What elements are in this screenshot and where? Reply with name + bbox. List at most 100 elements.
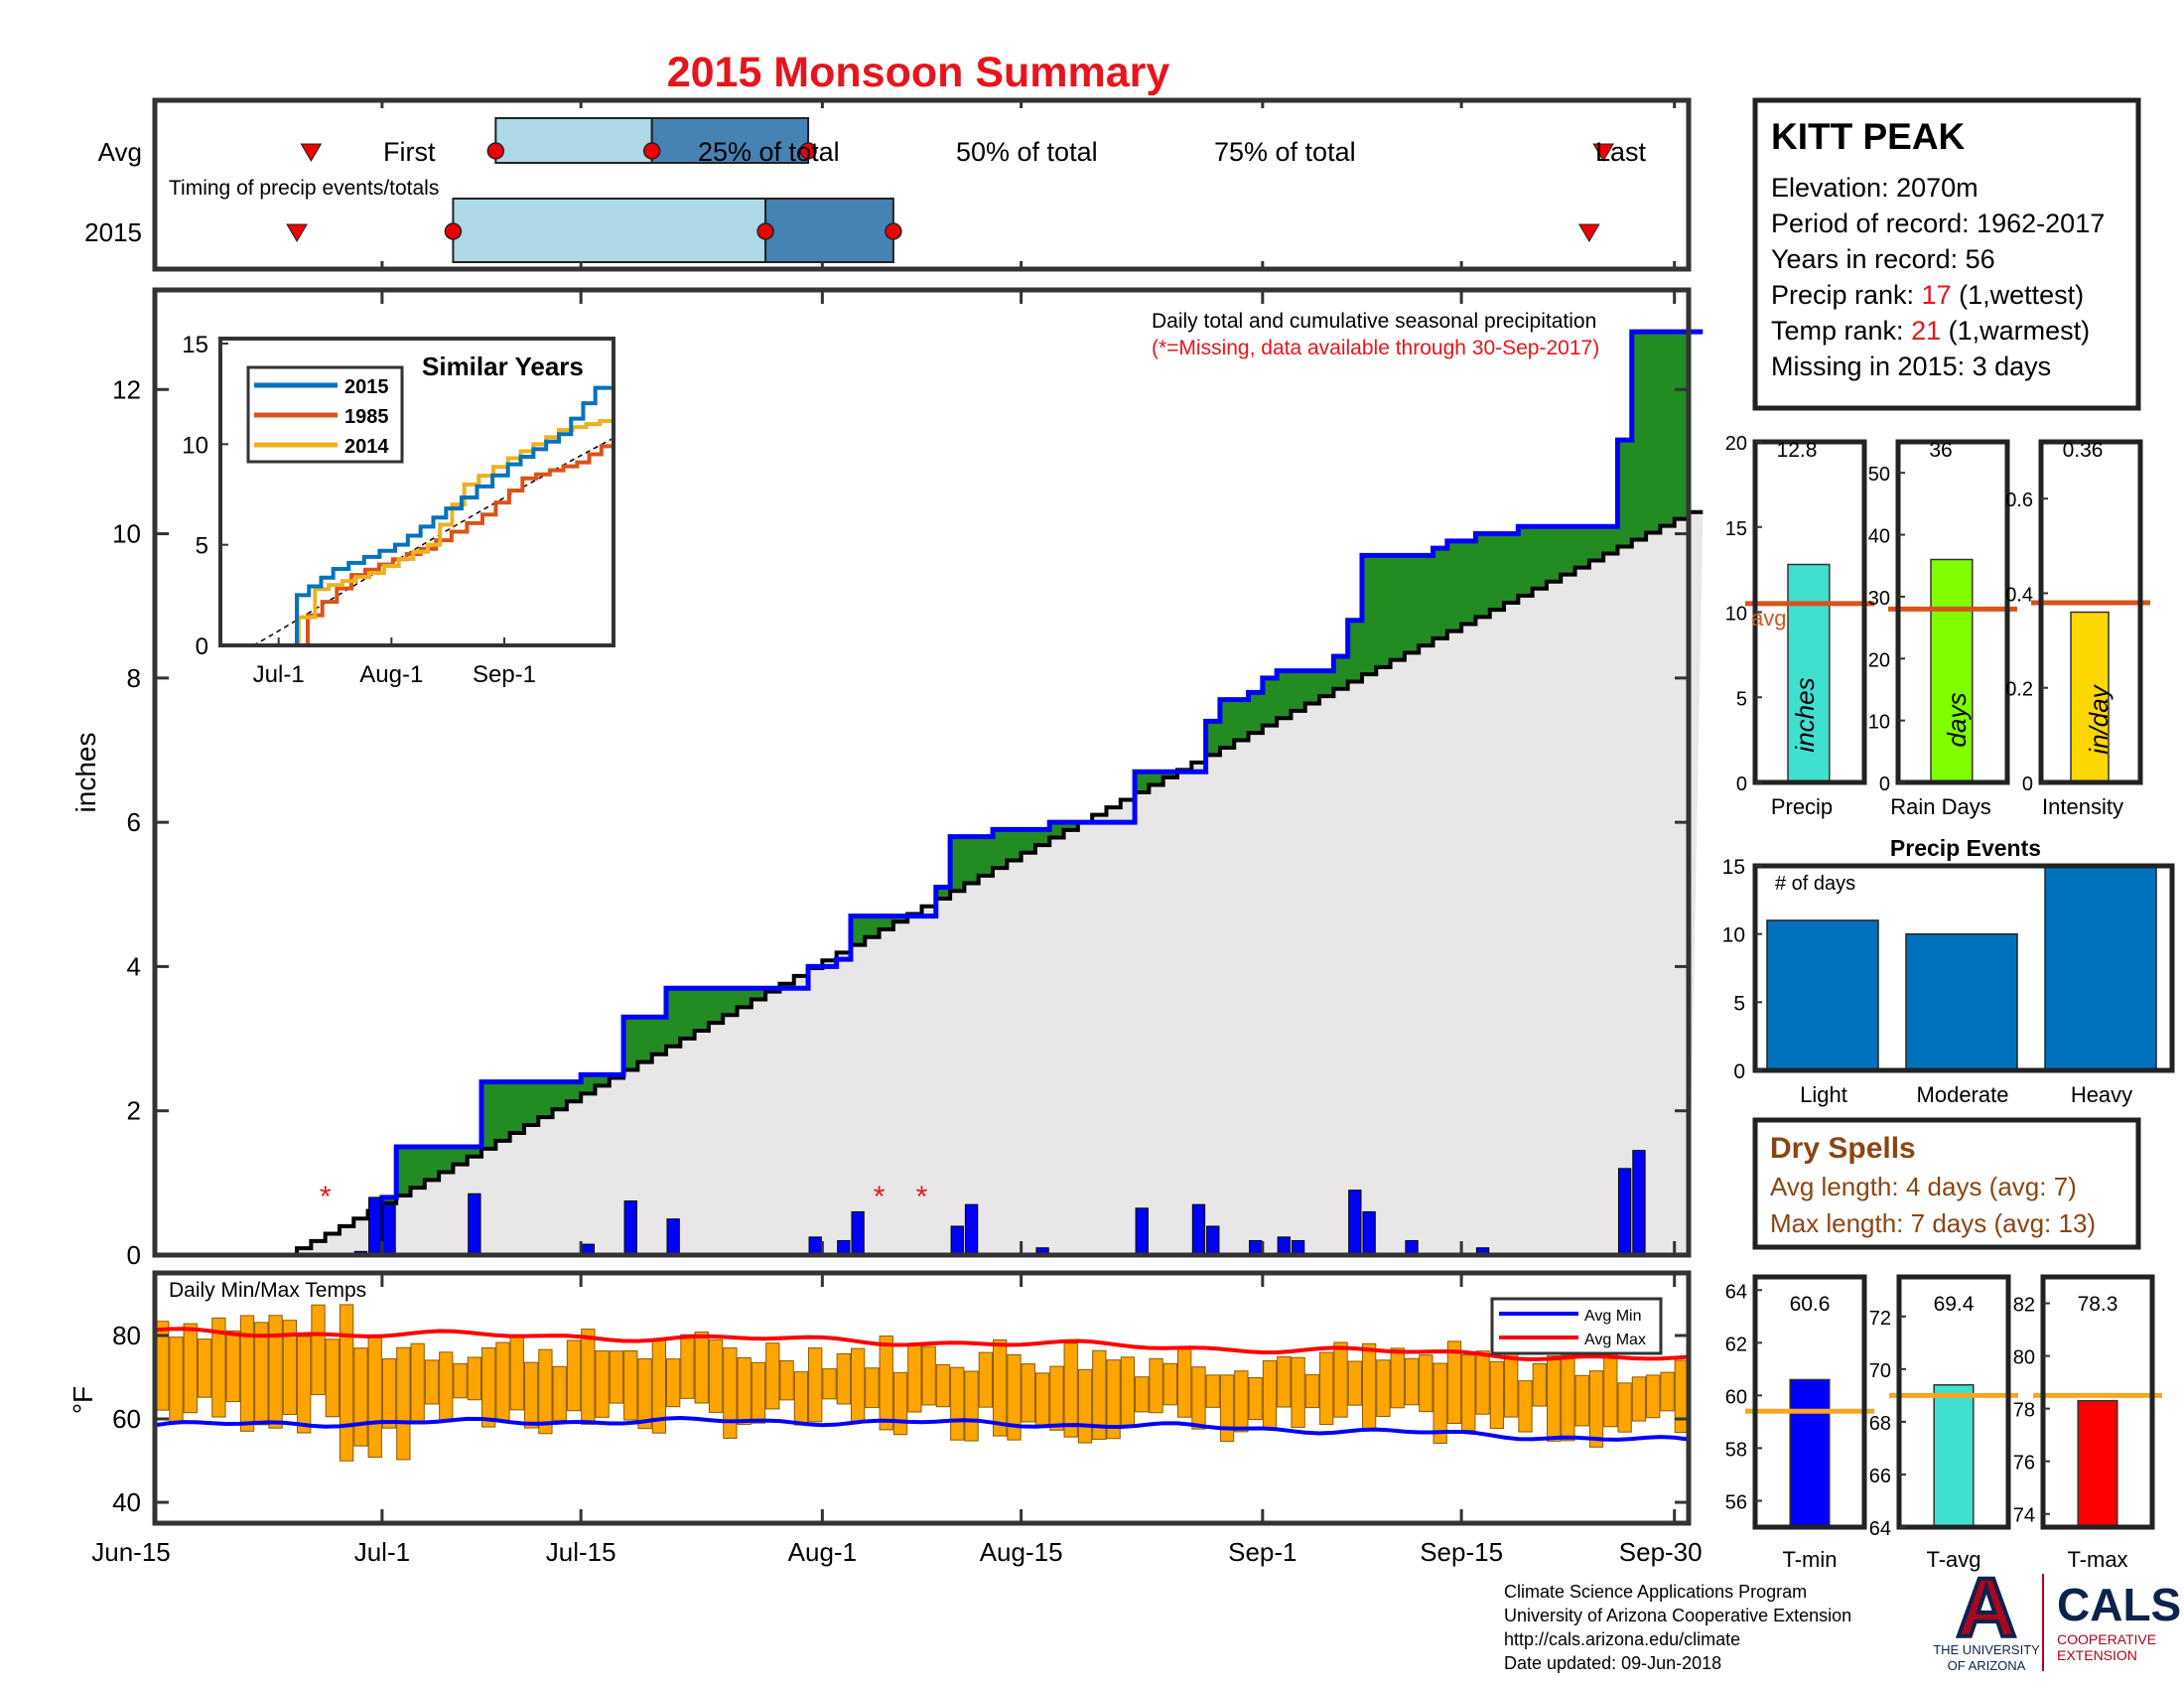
above-avg-fill [1574,526,1590,568]
timing-bars [153,100,1677,269]
temp-legend [1490,1297,1663,1355]
above-avg-fill [1333,656,1349,689]
precip-axes: 0 2 4 6 8 10 12 [112,290,1689,1270]
daily-precip-bar [1206,1225,1220,1256]
events-ytick-label: 15 [1722,856,1745,879]
daily-temp-bar [680,1334,695,1399]
daily-temp-bar [765,1342,780,1410]
daily-temp-bar [1518,1380,1533,1433]
daily-temp-bar [1404,1357,1420,1406]
above-avg-fill [1419,555,1434,646]
daily-temp-bar [1219,1374,1235,1443]
cals-logo-line1: COOPERATIVE [2057,1631,2156,1647]
daily-temp-bar [311,1304,326,1396]
footer-line1: Climate Science Applications Program [1504,1582,1807,1602]
timing-frame [152,97,1692,272]
stat-avg-label: avg [1751,606,1786,631]
stat-raindays-bar [1930,558,1974,783]
daily-temp-bar [1631,1376,1647,1422]
daily-temp-bar [1262,1360,1278,1430]
precip-stat-charts: 0 5 10 15 20 0 10 20 30 40 50 0 0.2 0.4 0.6 [1725,433,2150,795]
daily-temp-bar [751,1361,766,1424]
temp-xtick-label: Jul-1 [354,1537,410,1567]
stat-raindays-ytick-label: 40 [1868,526,1890,548]
daily-temp-bar [1007,1353,1022,1441]
above-avg-fill [1135,772,1150,792]
daily-precip-bar [623,1200,637,1256]
daily-temp-bar [1077,1368,1093,1444]
tstat-tmin-ytick-label: 58 [1725,1439,1747,1461]
daily-precip-bar [950,1225,964,1256]
station-period: Period of record: 1962-2017 [1771,209,2105,238]
temp-ytick-label: 60 [112,1404,141,1434]
ua-logo: A THE UNIVERSITY OF ARIZONA CALS COOPERA… [1933,1559,2181,1673]
daily-temp-bar [1660,1371,1675,1412]
above-avg-fill [1588,526,1604,561]
precip-ytick-label: 10 [112,519,141,549]
daily-precip-bar [851,1210,865,1256]
daily-temp-bar [282,1320,298,1416]
above-avg-fill [1347,620,1363,682]
inset-legend-1985: 1985 [344,406,389,428]
daily-temp-bar [808,1347,823,1423]
daily-temp-bar [509,1336,524,1411]
daily-precip-bar [368,1196,382,1256]
tstat-tmin-value: 60.6 [1790,1293,1831,1316]
daily-temp-bar [950,1366,965,1441]
above-avg-fill [509,1081,525,1133]
daily-precip-bar [964,1203,979,1256]
temp-axes: 40 60 80 Jun-15 Jul-1 Jul-15 Aug-1 Aug-15 Sep-1 S… [91,1273,1703,1567]
above-avg-fill [708,988,724,1024]
above-avg-fill [495,1081,511,1141]
temp-xtick-label: Aug-1 [788,1537,857,1567]
station-name: KITT PEAK [1771,116,1966,157]
above-avg-fill [538,1081,554,1118]
above-avg-fill [1660,332,1676,526]
precip-annotation: Daily total and cumulative seasonal prec… [1152,310,1596,333]
above-avg-fill [865,915,881,937]
temp-xtick-label: Sep-15 [1420,1537,1503,1567]
daily-temp-bar [495,1341,510,1421]
stat-intensity-ytick-label: 0 [2022,774,2033,795]
above-avg-fill [566,1081,582,1102]
daily-temp-bar [1433,1362,1447,1444]
tstat-tmin-frame [1752,1274,1867,1530]
stat-intensity-frame [2038,439,2143,785]
daily-temp-bar [850,1347,866,1422]
missing-marker: * [320,1181,332,1213]
daily-temp-bar [211,1317,226,1418]
station-precip-rank: Precip rank: 17 (1,wettest) [1771,280,2084,310]
avg-last-triangle [1592,143,1615,162]
daily-temp-bar [1177,1347,1192,1418]
above-avg-fill [1631,332,1647,540]
precip-missing-note: (*=Missing, data available through 30-Se… [1152,337,1599,359]
avg-cumulative-line [282,509,1704,1257]
daily-temp-bar [964,1370,979,1442]
events-ytick-label: 0 [1733,1060,1745,1083]
daily-temp-bar [538,1348,553,1435]
above-avg-fill [1234,699,1250,741]
tstat-tavg-label: T-avg [1926,1547,1980,1572]
cals-logo-line2: EXTENSION [2057,1647,2137,1663]
above-avg-fill [1433,548,1448,638]
temp-plot-content [154,1304,1690,1462]
daily-temp-bar [708,1338,724,1413]
daily-temp-bar [723,1347,738,1439]
daily-temp-bar [1277,1356,1292,1408]
precip-ytick-label: 12 [112,374,141,404]
above-avg-fill [666,988,681,1047]
above-avg-fill [424,1147,440,1181]
daily-temp-bar [1135,1376,1150,1413]
daily-temp-bar [424,1359,440,1405]
events-cat-moderate: Moderate [1917,1082,2009,1107]
daily-temp-bar [666,1358,681,1408]
avg-first-triangle [300,143,323,162]
dry-frame [1752,1117,2141,1250]
temp-xtick-label: Jul-15 [546,1537,616,1567]
events-ytick-label: 10 [1722,924,1745,947]
daily-precip-bar [808,1236,822,1256]
above-avg-fill [1304,670,1320,704]
above-avg-fill [381,1196,397,1203]
above-avg-fill [723,988,739,1016]
